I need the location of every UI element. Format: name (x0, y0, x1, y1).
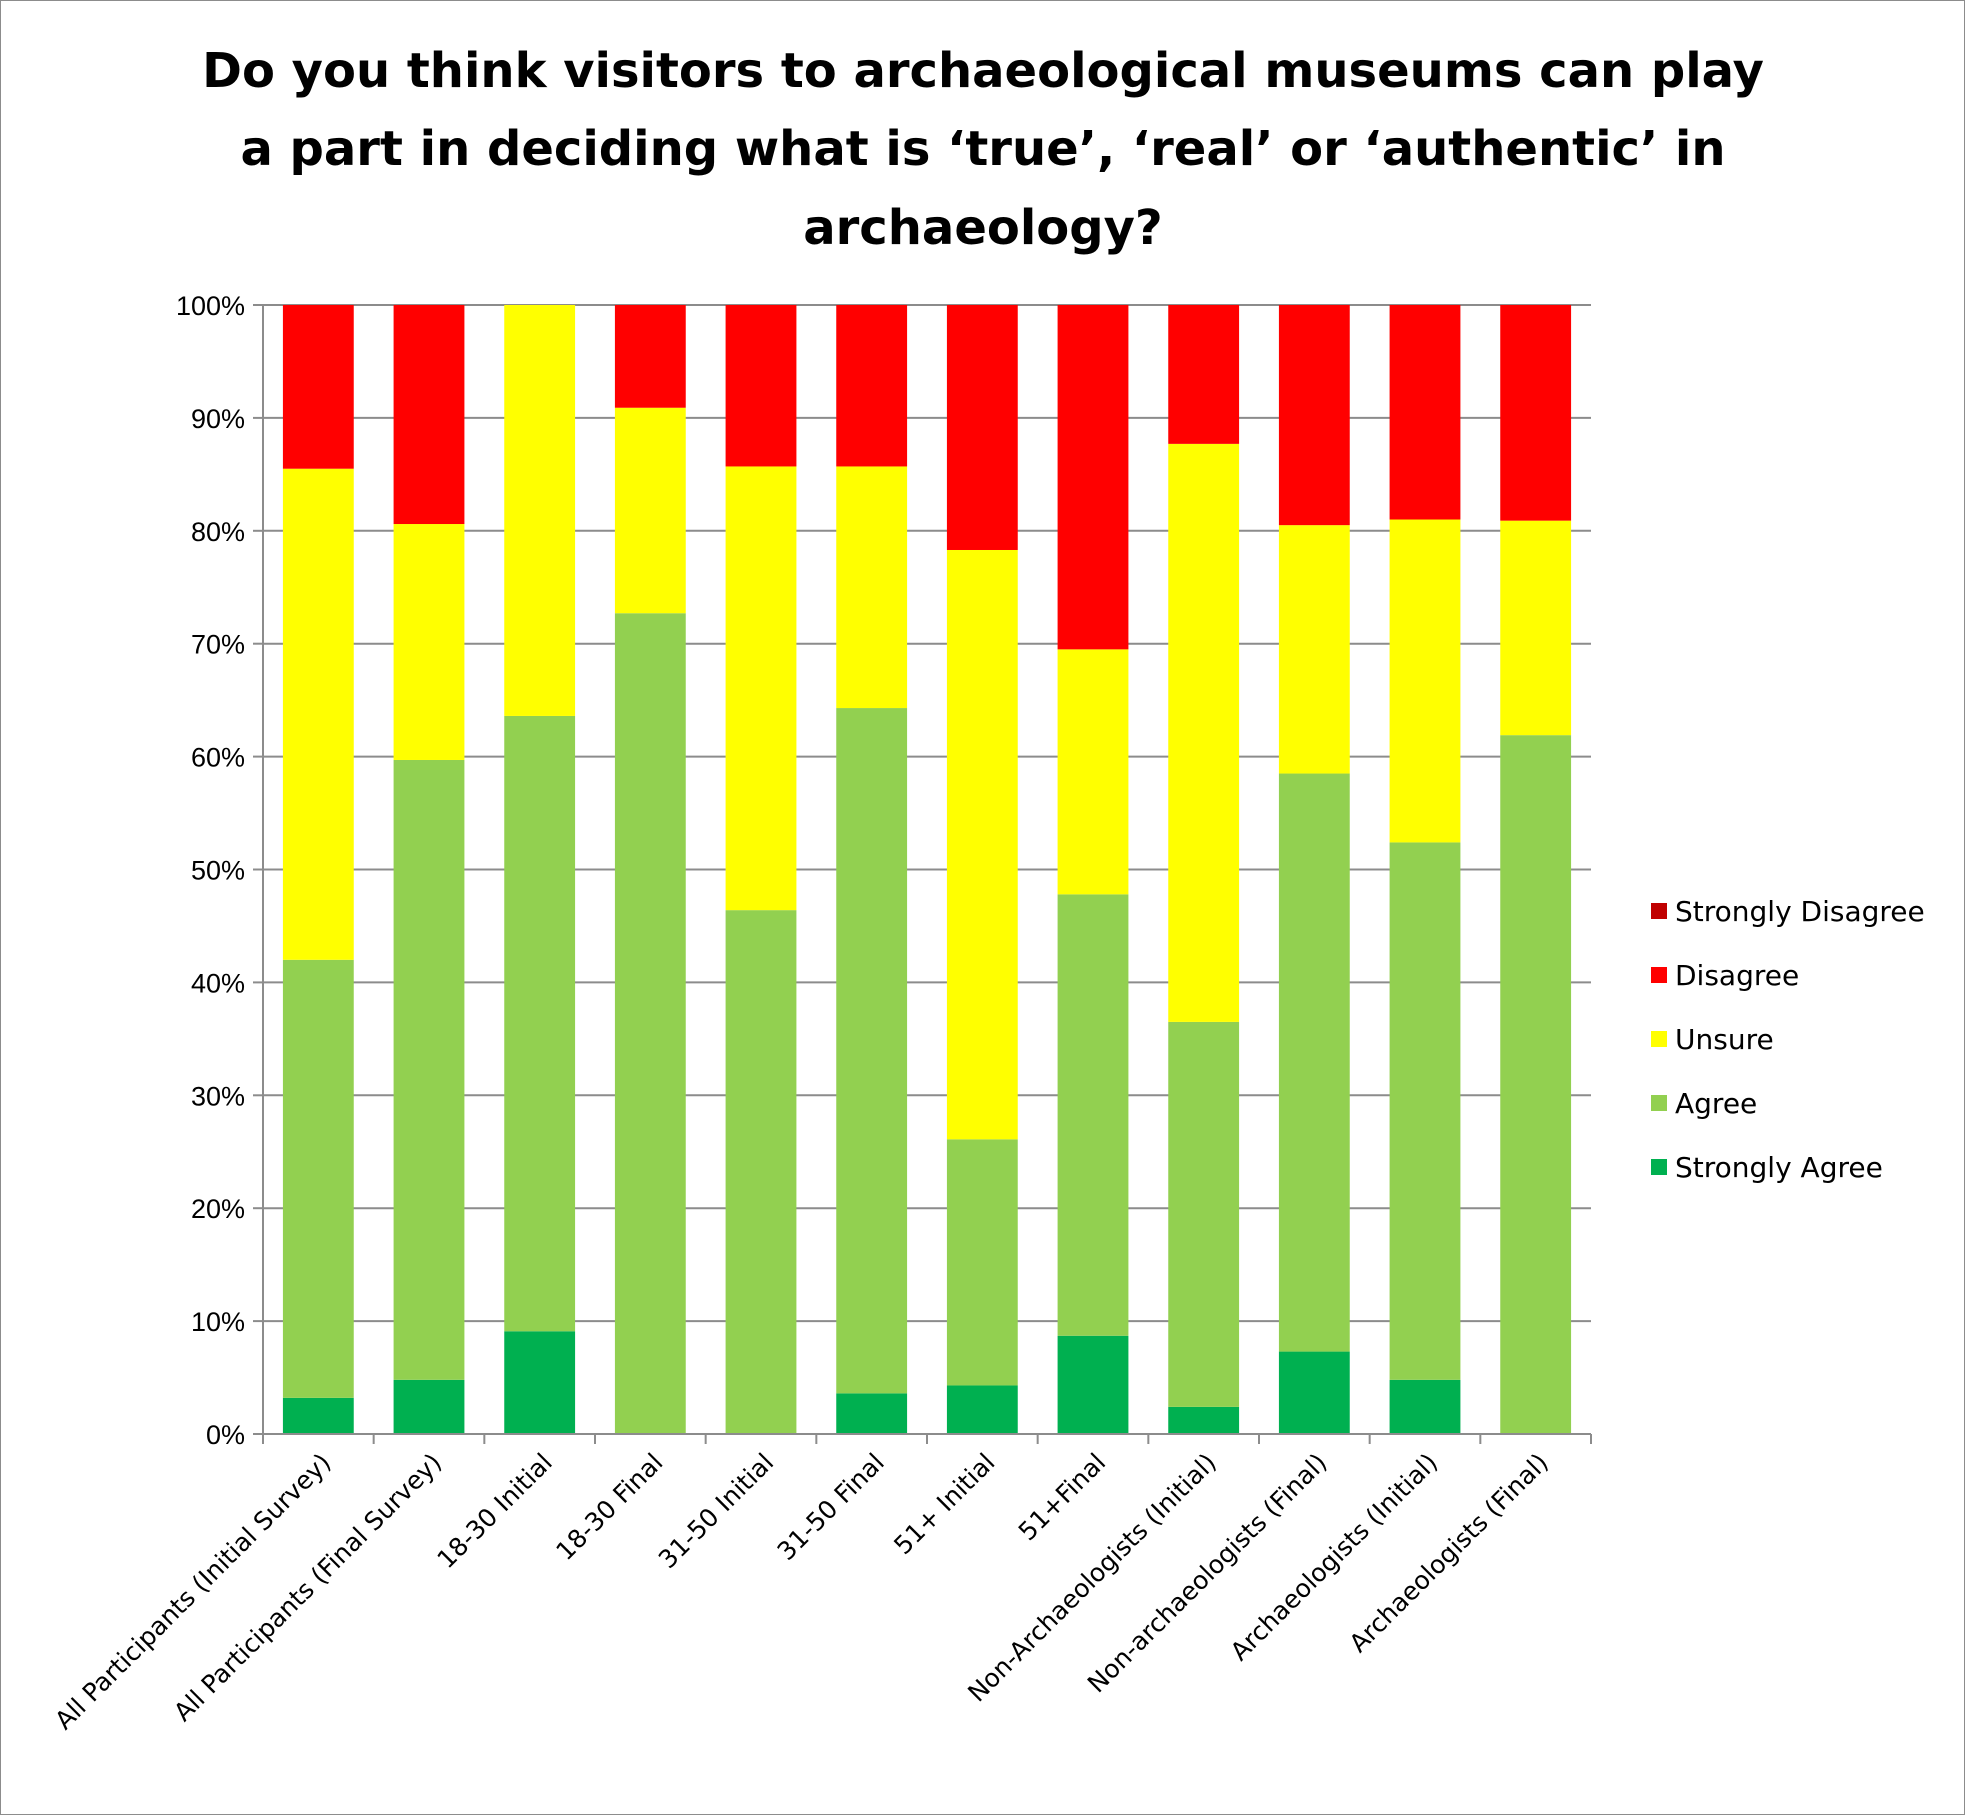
legend-label-strongly-disagree: Strongly Disagree (1675, 895, 1925, 928)
bar-segment-disagree (1168, 305, 1240, 444)
chart-title-line-2: a part in deciding what is ‘true’, ‘real… (240, 121, 1725, 177)
bar-segment-disagree (1500, 305, 1572, 521)
legend-label-disagree: Disagree (1675, 959, 1799, 992)
axes (262, 305, 1592, 1444)
bar-segment-unsure (1057, 649, 1129, 895)
chart-title-line-1: Do you think visitors to archaeological … (202, 43, 1764, 99)
x-category-label: 31-50 Final (772, 1448, 890, 1566)
legend-label-strongly-agree: Strongly Agree (1675, 1151, 1883, 1184)
chart-title: Do you think visitors to archaeological … (202, 43, 1764, 256)
bar-segment-unsure (725, 466, 797, 911)
bar-segment-agree (614, 613, 686, 1434)
y-tick-label: 10% (191, 1307, 245, 1337)
x-category-label: Archaeologists (Final) (1344, 1448, 1554, 1658)
chart-title-line-3: archaeology? (803, 200, 1163, 256)
bar-segment-disagree (1278, 305, 1350, 526)
y-tick-label: 60% (191, 743, 245, 773)
bar-segment-unsure (614, 407, 686, 614)
x-category-label: Non-archaeologists (Final) (1082, 1448, 1333, 1699)
bar-segment-agree (725, 910, 797, 1434)
bar-segment-strongly-agree (1057, 1335, 1129, 1434)
y-tick-label: 40% (191, 968, 245, 998)
bar-segment-disagree (1389, 305, 1461, 520)
bar-segment-unsure (1278, 525, 1350, 774)
y-tick-label: 30% (191, 1081, 245, 1111)
bar-segment-strongly-agree (1278, 1351, 1350, 1434)
legend-swatch-disagree (1651, 967, 1667, 983)
bar-segment-agree (504, 715, 576, 1332)
y-tick-label: 0% (206, 1420, 245, 1450)
y-tick-label: 20% (191, 1194, 245, 1224)
x-axis-category-labels: All Participants (Initial Survey)All Par… (49, 1448, 1554, 1735)
y-tick-label: 90% (191, 404, 245, 434)
bar-segment-agree (1500, 735, 1572, 1434)
legend-swatch-agree (1651, 1095, 1667, 1111)
bar-segment-unsure (836, 466, 908, 709)
bar-segment-disagree (1057, 305, 1129, 650)
x-category-label: 18-30 Final (550, 1448, 668, 1566)
bar-segment-strongly-agree (1168, 1406, 1240, 1434)
bar-segment-unsure (1168, 443, 1240, 1022)
gridlines (253, 304, 1591, 1435)
bar-segment-strongly-agree (836, 1393, 908, 1434)
bar-segment-agree (1278, 773, 1350, 1352)
bar-segment-disagree (946, 305, 1018, 550)
bar-segment-agree (1168, 1021, 1240, 1407)
bar-segment-strongly-agree (504, 1331, 576, 1434)
bar-segment-unsure (1389, 519, 1461, 843)
bar-segment-agree (1389, 842, 1461, 1380)
bar-segment-strongly-agree (1389, 1379, 1461, 1434)
legend-swatch-unsure (1651, 1031, 1667, 1047)
bars (282, 305, 1572, 1434)
bar-segment-disagree (393, 305, 465, 525)
legend-label-unsure: Unsure (1675, 1023, 1774, 1056)
y-axis-tick-labels: 0% 10% 20% 30% 40% 50% 60% 70% 80% 90% 100% (176, 291, 245, 1450)
bar-segment-unsure (393, 524, 465, 760)
bar-segment-agree (1057, 894, 1129, 1336)
bar-segment-strongly-agree (282, 1397, 354, 1434)
bar-segment-agree (946, 1139, 1018, 1386)
bar-segment-unsure (282, 468, 354, 960)
x-category-label: Archaeologists (Initial) (1225, 1448, 1443, 1666)
bar-segment-disagree (836, 305, 908, 467)
x-category-label: 51+ Initial (888, 1448, 1000, 1560)
y-tick-label: 100% (176, 291, 245, 321)
legend: Strongly Disagree Disagree Unsure Agree Stro… (1651, 895, 1925, 1184)
bar-segment-disagree (282, 305, 354, 469)
bar-segment-unsure (504, 305, 576, 716)
x-category-label: 31-50 Initial (653, 1448, 779, 1574)
legend-swatch-strongly-disagree (1651, 903, 1667, 919)
legend-label-agree: Agree (1675, 1087, 1757, 1120)
y-tick-label: 80% (191, 517, 245, 547)
bar-segment-agree (836, 708, 908, 1394)
y-tick-label: 50% (191, 856, 245, 886)
bar-segment-disagree (725, 305, 797, 467)
x-category-label: 18-30 Initial (431, 1448, 557, 1574)
bar-segment-strongly-agree (393, 1379, 465, 1434)
bar-segment-strongly-agree (946, 1385, 1018, 1434)
y-tick-label: 70% (191, 630, 245, 660)
bar-segment-unsure (1500, 520, 1572, 736)
bar-segment-agree (282, 959, 354, 1398)
bar-segment-disagree (614, 305, 686, 408)
x-category-label: 51+Final (1013, 1448, 1112, 1547)
bar-segment-agree (393, 759, 465, 1380)
legend-swatch-strongly-agree (1651, 1159, 1667, 1175)
bar-segment-unsure (946, 549, 1018, 1140)
